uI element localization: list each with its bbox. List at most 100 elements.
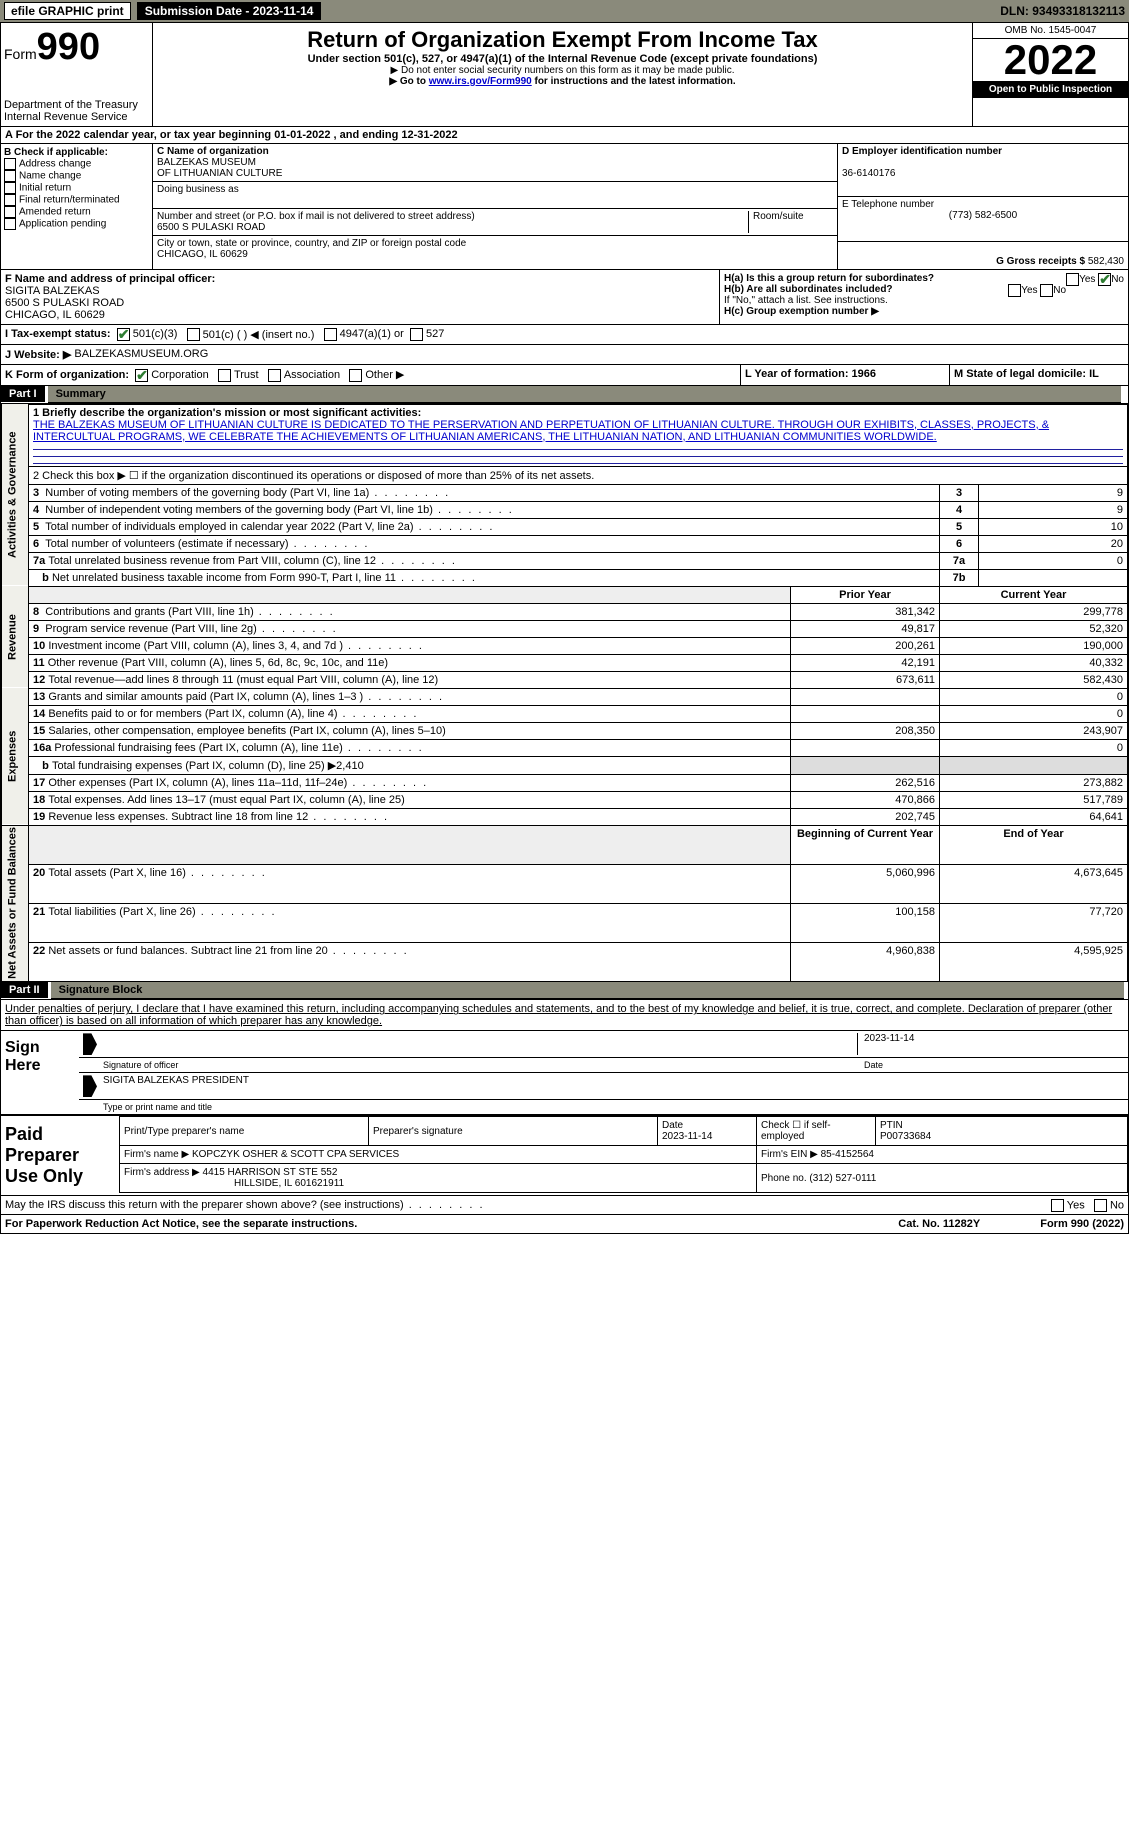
l-year-formation: L Year of formation: 1966 [740,365,949,385]
row-rev-10: 10 Investment income (Part VIII, column … [2,637,1128,654]
e15-text: Salaries, other compensation, employee b… [48,725,445,737]
row-exp-16b: b Total fundraising expenses (Part IX, c… [2,756,1128,774]
r11-c: 40,332 [940,654,1128,671]
row-net-21: 21 Total liabilities (Part X, line 26)10… [2,904,1128,943]
form-990-num: 990 [37,26,100,68]
e13-text: Grants and similar amounts paid (Part IX… [48,691,444,703]
ha-yes: Yes [1079,274,1095,285]
sign-here-block: Sign Here 2023-11-14 Signature of office… [1,1030,1128,1114]
ag4-box: 4 [940,501,979,518]
chk-501c3[interactable] [117,328,130,341]
hdr-prior: Prior Year [791,586,940,603]
r9-text: Program service revenue (Part VIII, line… [45,623,337,635]
penalty-text: Under penalties of perjury, I declare th… [1,1000,1128,1030]
mission-text[interactable]: THE BALZEKAS MUSEUM OF LITHUANIAN CULTUR… [33,419,1049,443]
firm-addr-label: Firm's address ▶ [124,1167,200,1178]
e14-c: 0 [940,705,1128,722]
discuss-no-box[interactable] [1094,1199,1107,1212]
net-blank [29,825,791,864]
dln-label: DLN: 93493318132113 [1000,4,1125,18]
mission-blank3 [29,459,1128,467]
e16b-p [791,756,940,774]
form-number: Form990 [4,26,149,69]
firm-ein-val: 85-4152564 [821,1149,874,1160]
opt-4947: 4947(a)(1) or [340,328,404,341]
goto-pre: ▶ Go to [389,76,428,87]
hb-no: No [1053,285,1066,296]
preparer-table: Print/Type preparer's name Preparer's si… [119,1116,1128,1193]
hdr-curr: Current Year [940,586,1128,603]
m-label: M State of legal domicile: IL [954,368,1099,380]
ag4-val: 9 [979,501,1128,518]
row-exp-13: Expenses13 Grants and similar amounts pa… [2,688,1128,705]
e17-c: 273,882 [940,774,1128,791]
prep-date-hdr: Date [662,1120,683,1131]
firm-ein-cell: Firm's EIN ▶ 85-4152564 [757,1146,1128,1164]
e14-p [791,705,940,722]
tax-year: 2022 [973,39,1128,81]
e19-c: 64,641 [940,808,1128,825]
hb-no-box[interactable] [1040,284,1053,297]
penalty-link[interactable]: Under penalties of perjury, I declare th… [5,1003,1112,1027]
ag5-text: Total number of individuals employed in … [45,521,494,533]
footer-row: For Paperwork Reduction Act Notice, see … [1,1214,1128,1233]
ha-yes-box[interactable] [1066,273,1079,286]
firm-addr1: 4415 HARRISON ST STE 552 [203,1167,338,1178]
e16a-p [791,739,940,756]
chk-amended[interactable]: Amended return [4,206,149,218]
ein-val: 36-6140176 [842,168,895,179]
chk-app-pending[interactable]: Application pending [4,218,149,230]
footer-left: For Paperwork Reduction Act Notice, see … [5,1218,357,1230]
opt-assoc: Association [284,369,340,381]
row-rev-8: 8 Contributions and grants (Part VIII, l… [2,603,1128,620]
street-addr: 6500 S PULASKI ROAD [157,222,265,233]
cell-dba: Doing business as [153,182,837,209]
row-ag-7b: b Net unrelated business taxable income … [2,569,1128,586]
col-c-org: C Name of organization BALZEKAS MUSEUM O… [153,144,837,269]
firm-phone-label: Phone no. [761,1173,807,1184]
ag7a-text: Total unrelated business revenue from Pa… [48,555,457,567]
ha-label: H(a) Is this a group return for subordin… [724,273,934,284]
n21-text: Total liabilities (Part X, line 26) [48,906,276,918]
firm-phone-cell: Phone no. (312) 527-0111 [757,1164,1128,1193]
header-middle: Return of Organization Exempt From Incom… [153,23,972,126]
chk-corp[interactable] [135,369,148,382]
e18-p: 470,866 [791,791,940,808]
chk-other[interactable] [349,369,362,382]
part-i-header: Part I Summary [1,386,1128,404]
mission-blank2 [29,452,1128,459]
hb-yes-box[interactable] [1008,284,1021,297]
chk-4947[interactable] [324,328,337,341]
n21-c: 77,720 [940,904,1128,943]
discuss-yes-box[interactable] [1051,1199,1064,1212]
opt-initial: Initial return [19,183,71,194]
ag7b-box: 7b [940,569,979,586]
chk-address-change[interactable]: Address change [4,158,149,170]
e14-text: Benefits paid to or for members (Part IX… [48,708,418,720]
chk-assoc[interactable] [268,369,281,382]
ha-no-box[interactable] [1098,273,1111,286]
chk-trust[interactable] [218,369,231,382]
discuss-text: May the IRS discuss this return with the… [5,1199,485,1211]
header-right: OMB No. 1545-0047 2022 Open to Public In… [972,23,1128,126]
prep-ptin-cell: PTINP00733684 [876,1117,1128,1146]
irs-link[interactable]: www.irs.gov/Form990 [429,76,532,87]
e15-c: 243,907 [940,722,1128,739]
chk-501c[interactable] [187,328,200,341]
chk-final-return[interactable]: Final return/terminated [4,194,149,206]
e15-p: 208,350 [791,722,940,739]
g-label: G Gross receipts $ [996,256,1085,267]
chk-initial-return[interactable]: Initial return [4,182,149,194]
chk-527[interactable] [410,328,423,341]
dept-treasury: Department of the Treasury [4,99,149,111]
firm-addr2: HILLSIDE, IL 601621911 [234,1178,344,1189]
goto-post: for instructions and the latest informat… [532,76,736,87]
chk-name-change[interactable]: Name change [4,170,149,182]
dept-irs: Internal Revenue Service [4,111,149,123]
part-i-badge: Part I [1,386,45,402]
sig-line-2: SIGITA BALZEKAS PRESIDENT [79,1073,1128,1100]
sig-typed-name: SIGITA BALZEKAS PRESIDENT [103,1075,1124,1097]
open-to-public: Open to Public Inspection [973,81,1128,98]
ag6-box: 6 [940,535,979,552]
officer-city: CHICAGO, IL 60629 [5,309,105,321]
